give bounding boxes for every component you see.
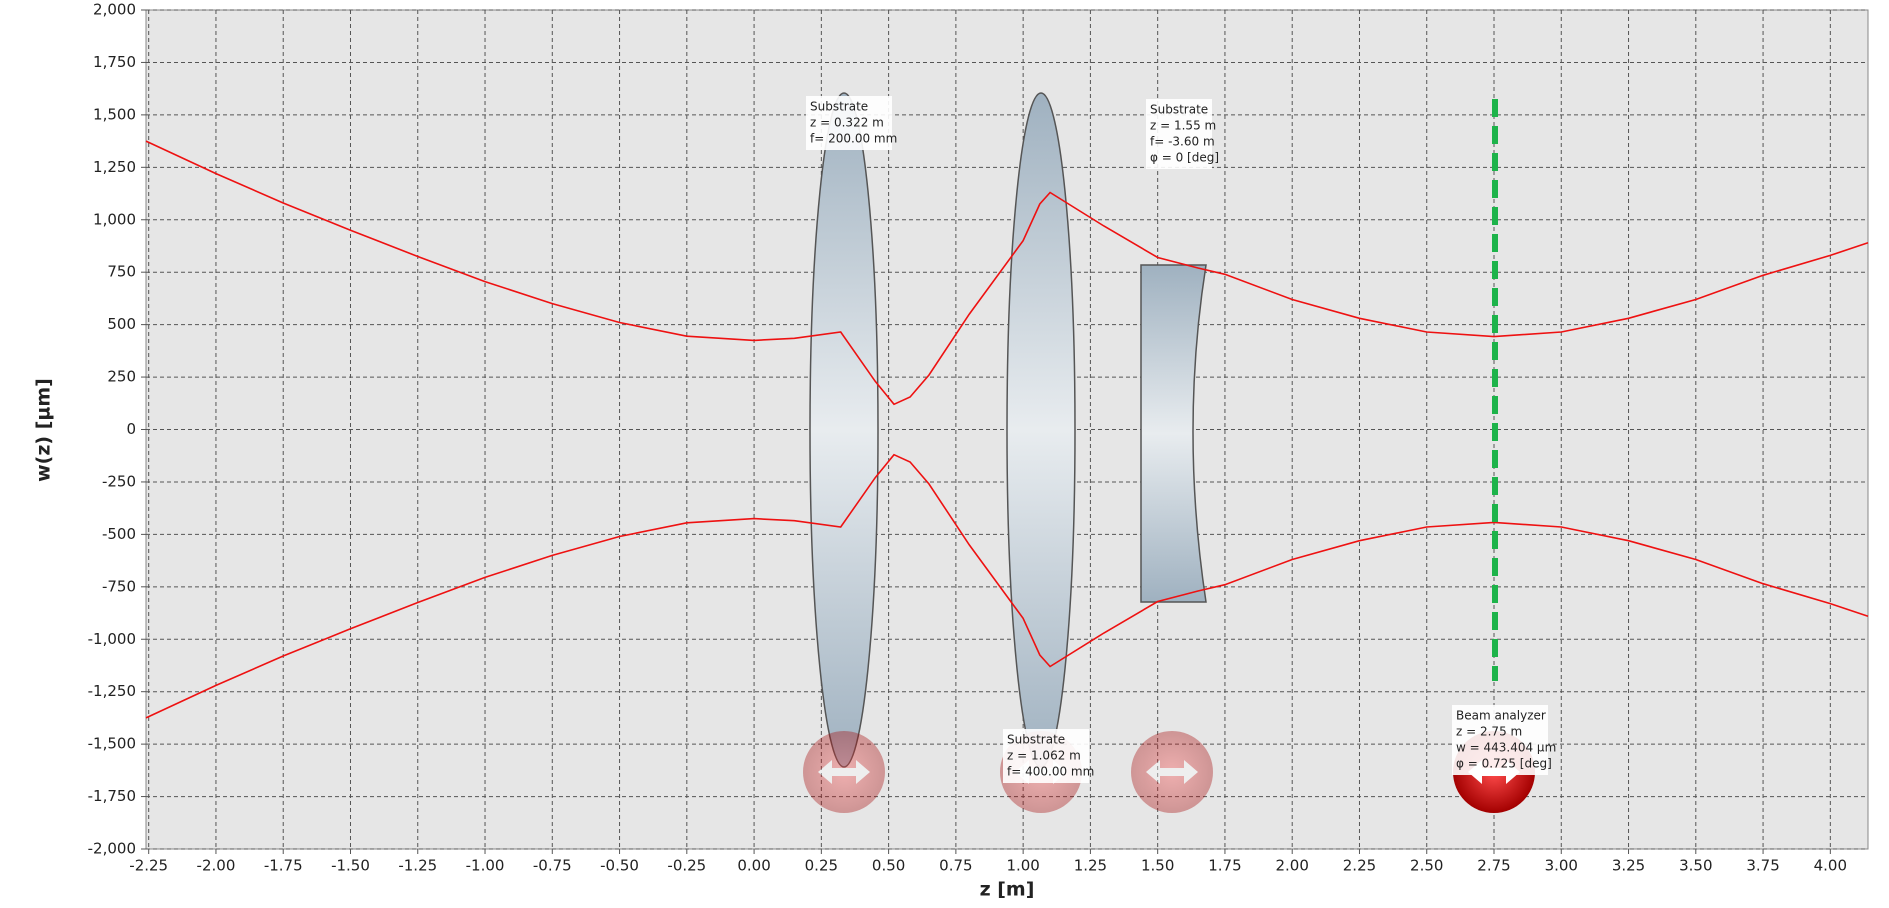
- y-tick-label: -1,250: [88, 682, 136, 700]
- y-tick-label: 250: [107, 368, 136, 386]
- x-tick-label: -1.50: [331, 857, 370, 875]
- x-tick-label: 0.00: [737, 857, 770, 875]
- x-tick-label: 1.00: [1006, 857, 1039, 875]
- x-tick-label: -1.25: [398, 857, 437, 875]
- annotation-box: [806, 96, 892, 150]
- x-tick-label: -1.75: [264, 857, 303, 875]
- x-tick-label: 3.25: [1612, 857, 1645, 875]
- annotation: Substrate z = 1.55 m f= -3.60 m φ = 0 [deg]: [1146, 99, 1219, 169]
- x-tick-label: 1.25: [1074, 857, 1107, 875]
- icon-3[interactable]: [1131, 731, 1213, 813]
- lens-3[interactable]: [1140, 264, 1207, 603]
- annotation-text: φ = 0.725 [deg]: [1456, 757, 1552, 771]
- annotation: Substrate z = 1.062 m f= 400.00 mm: [1003, 729, 1094, 783]
- annotation-text: z = 0.322 m: [810, 116, 884, 130]
- y-axis-label: w(z) [µm]: [33, 378, 55, 482]
- x-tick-label: 2.25: [1343, 857, 1376, 875]
- annotation-text: φ = 0 [deg]: [1150, 151, 1219, 165]
- y-tick-label: -500: [102, 525, 136, 543]
- x-tick-label: 3.00: [1545, 857, 1578, 875]
- annotation-text: z = 2.75 m: [1456, 725, 1522, 739]
- y-tick-label: -1,750: [88, 787, 136, 805]
- annotation-text: z = 1.062 m: [1007, 749, 1081, 763]
- y-tick-label: 1,250: [93, 158, 136, 176]
- x-tick-label: -0.75: [533, 857, 572, 875]
- annotation-text: z = 1.55 m: [1150, 119, 1216, 133]
- annotation: Beam analyzer z = 2.75 m w = 443.404 µm φ =…: [1452, 705, 1556, 775]
- y-tick-label: 1,500: [93, 105, 136, 123]
- y-tick-label: 750: [107, 263, 136, 281]
- beam-envelope: [145, 140, 1869, 406]
- lens-2[interactable]: [1006, 92, 1076, 768]
- x-tick-label: 3.75: [1746, 857, 1779, 875]
- annotation-text: f= 400.00 mm: [1007, 765, 1094, 779]
- icon-1[interactable]: [803, 731, 885, 813]
- annotation-text: Beam analyzer: [1456, 709, 1546, 723]
- annotation-text: Substrate: [810, 100, 868, 114]
- x-tick-label: -1.00: [466, 857, 505, 875]
- y-tick-label: 2,000: [93, 1, 136, 19]
- annotation-text: w = 443.404 µm: [1456, 741, 1556, 755]
- x-tick-label: -2.25: [129, 857, 168, 875]
- x-tick-label: 2.00: [1276, 857, 1309, 875]
- x-tick-label: 4.00: [1814, 857, 1847, 875]
- y-tick-label: 0: [126, 420, 136, 438]
- x-tick-label: 2.50: [1410, 857, 1443, 875]
- annotation-text: Substrate: [1007, 733, 1065, 747]
- x-axis-label: z [m]: [980, 879, 1035, 901]
- x-tick-label: 1.75: [1208, 857, 1241, 875]
- x-tick-label: -0.25: [667, 857, 706, 875]
- y-tick-label: 1,000: [93, 210, 136, 228]
- x-tick-label: 0.50: [872, 857, 905, 875]
- y-tick-label: -750: [102, 577, 136, 595]
- y-tick-label: -1,000: [88, 630, 136, 648]
- annotation-box: [1452, 705, 1548, 775]
- x-tick-label: 2.75: [1477, 857, 1510, 875]
- x-tick-label: -0.50: [600, 857, 639, 875]
- y-tick-label: 500: [107, 315, 136, 333]
- y-tick-label: -2,000: [88, 840, 136, 858]
- annotation: Substrate z = 0.322 m f= 200.00 mm: [806, 96, 897, 150]
- x-tick-label: 0.25: [805, 857, 838, 875]
- x-tick-label: 0.75: [939, 857, 972, 875]
- beam-envelope: [145, 453, 1869, 719]
- lens-1[interactable]: [809, 92, 879, 768]
- annotation-box: [1003, 729, 1089, 783]
- annotation-box: [1146, 99, 1212, 169]
- y-tick-label: -250: [102, 472, 136, 490]
- x-tick-label: 3.50: [1679, 857, 1712, 875]
- annotation-text: Substrate: [1150, 103, 1208, 117]
- annotation-text: f= -3.60 m: [1150, 135, 1215, 149]
- x-tick-label: -2.00: [197, 857, 236, 875]
- x-tick-label: 1.50: [1141, 857, 1174, 875]
- y-tick-label: -1,500: [88, 735, 136, 753]
- y-tick-label: 1,750: [93, 53, 136, 71]
- annotation-text: f= 200.00 mm: [810, 132, 897, 146]
